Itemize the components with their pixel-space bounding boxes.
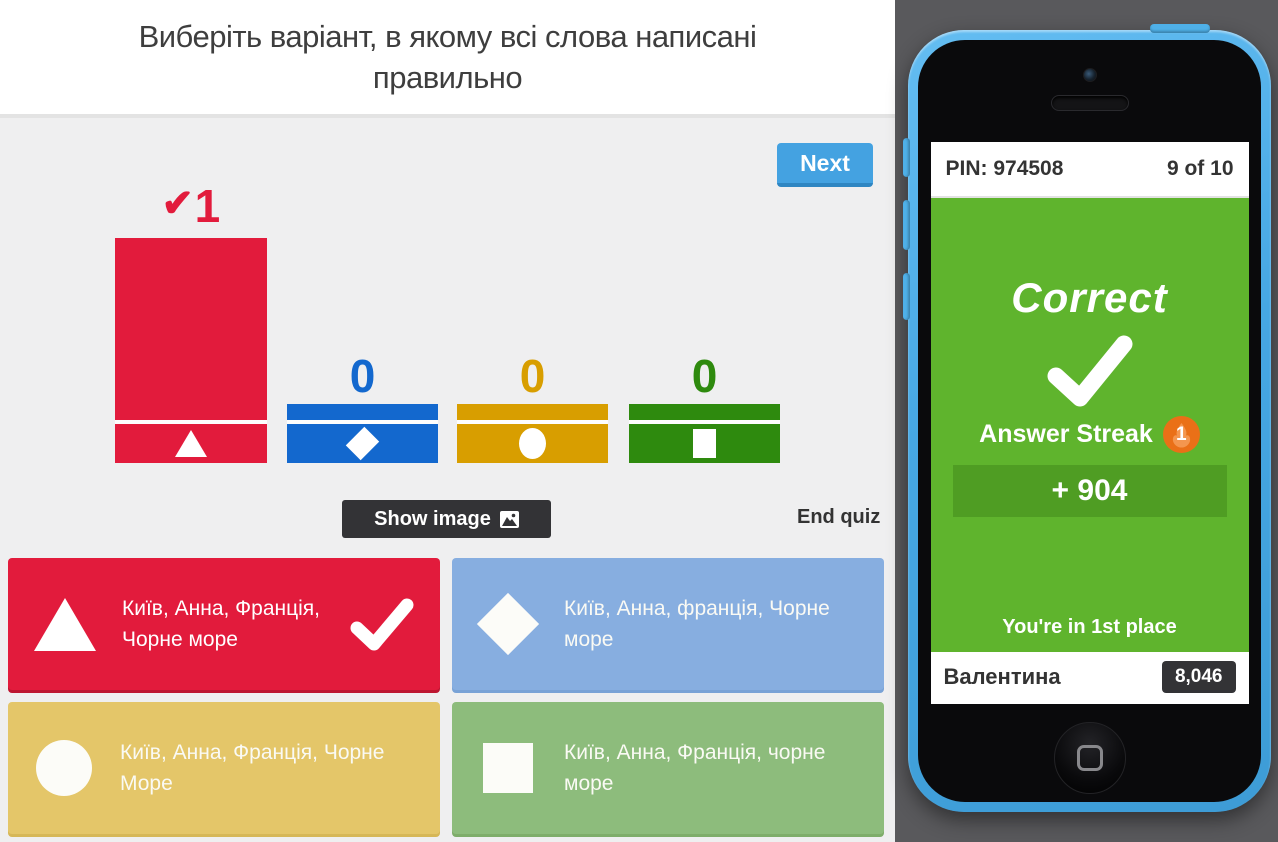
flame-icon — [1162, 416, 1200, 453]
home-button — [1053, 722, 1126, 794]
end-quiz-button[interactable]: End quiz — [797, 506, 881, 528]
circle-icon — [519, 428, 546, 459]
bar-circle — [457, 404, 608, 463]
answer-text: Київ, Анна, Франція, Чорне Море — [120, 741, 385, 795]
show-image-label: Show image — [374, 507, 491, 530]
silent-switch — [903, 138, 910, 177]
bar-triangle — [115, 238, 267, 463]
answer-text: Київ, Анна, Франція, чорне море — [564, 741, 826, 795]
correct-check-icon: ✔ — [161, 183, 194, 225]
triangle-icon — [34, 597, 96, 651]
bar-count-triangle: ✔1 — [115, 180, 267, 230]
volume-up-button — [903, 200, 910, 250]
question-header: Виберіть варіант, в якому всі слова напи… — [0, 0, 895, 118]
square-icon — [483, 743, 533, 793]
answer-text: Київ, Анна, франція, Чорне море — [564, 597, 830, 651]
answer-streak-row: Answer Streak 1 — [979, 416, 1200, 453]
phone-bezel: PIN: 974508 9 of 10 Correct Answer Strea… — [918, 40, 1261, 802]
answer-streak-label: Answer Streak — [979, 420, 1153, 448]
player-bar: Валентина 8,046 — [930, 652, 1249, 702]
question-title: Виберіть варіант, в якому всі слова напи… — [138, 19, 757, 95]
player-name: Валентина — [943, 664, 1061, 689]
results-area: Next ✔1 0 0 0 — [0, 122, 895, 842]
player-device-pane: PIN: 974508 9 of 10 Correct Answer Strea… — [895, 0, 1278, 842]
correct-check-icon — [1047, 335, 1132, 407]
image-icon — [499, 510, 519, 528]
pin-bar: PIN: 974508 9 of 10 — [930, 142, 1249, 198]
points-awarded: + 904 — [952, 465, 1227, 517]
phone-screen: PIN: 974508 9 of 10 Correct Answer Strea… — [930, 142, 1249, 704]
answer-card-triangle: Київ, Анна, Франція, Чорне море — [8, 558, 440, 690]
phone-mockup: PIN: 974508 9 of 10 Correct Answer Strea… — [903, 24, 1271, 812]
bar-count-circle: 0 — [519, 350, 546, 402]
game-pin: PIN: 974508 — [945, 157, 1064, 180]
score-badge: 8,046 — [1161, 661, 1236, 693]
circle-icon — [36, 740, 92, 796]
earpiece-speaker — [1050, 95, 1129, 111]
volume-down-button — [903, 273, 910, 320]
bar-square — [629, 404, 780, 463]
result-title: Correct — [1011, 274, 1168, 321]
triangle-icon — [175, 430, 207, 457]
answer-card-diamond: Київ, Анна, франція, Чорне море — [452, 558, 884, 690]
answer-card-square: Київ, Анна, Франція, чорне море — [452, 702, 884, 834]
question-progress: 9 of 10 — [1166, 157, 1234, 180]
streak-count: 1 — [1176, 423, 1187, 445]
bar-count-diamond: 0 — [349, 350, 376, 402]
diamond-icon — [476, 592, 540, 656]
place-text: You're in 1st place — [1002, 616, 1177, 638]
next-button[interactable]: Next — [777, 143, 873, 187]
bar-diamond — [287, 404, 438, 463]
home-button-square-icon — [1076, 745, 1103, 771]
answer-card-circle: Київ, Анна, Франція, Чорне Море — [8, 702, 440, 834]
bar-count-triangle-value: 1 — [194, 180, 221, 232]
diamond-icon — [345, 426, 380, 461]
bar-count-square: 0 — [691, 350, 718, 402]
answer-text: Київ, Анна, Франція, Чорне море — [122, 597, 320, 651]
result-screen: Correct Answer Streak 1 — [930, 198, 1249, 652]
correct-answer-check-icon — [348, 597, 414, 651]
host-pane: Виберіть варіант, в якому всі слова напи… — [0, 0, 895, 842]
show-image-button[interactable]: Show image — [342, 500, 551, 538]
power-button — [1150, 24, 1210, 33]
square-icon — [693, 429, 716, 458]
front-camera — [1082, 68, 1097, 82]
streak-flame-badge: 1 — [1162, 416, 1200, 453]
